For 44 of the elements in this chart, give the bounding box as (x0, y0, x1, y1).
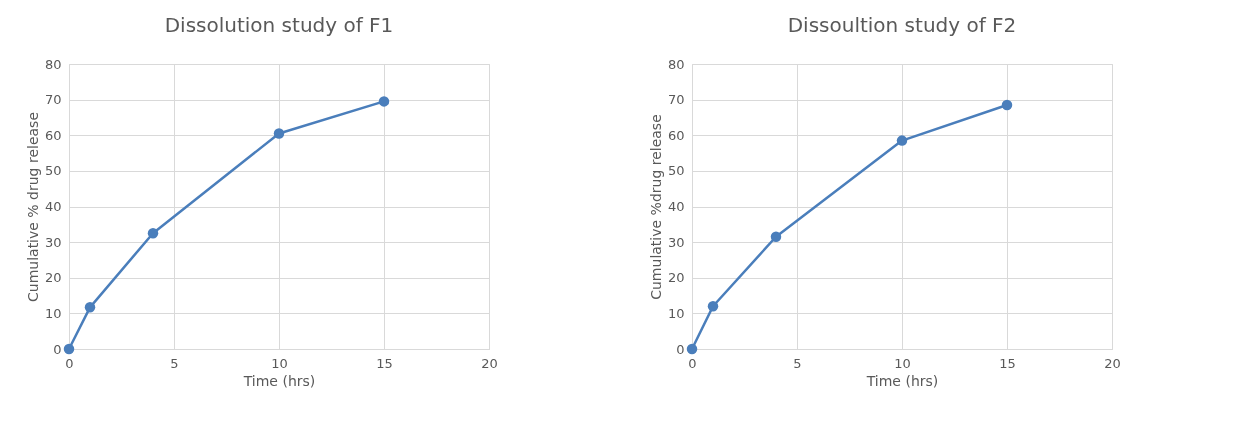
y-tick-label: 80 (44, 56, 62, 72)
point (707, 301, 719, 312)
point (273, 128, 285, 139)
y-tick-label: 0 (53, 341, 62, 357)
point (770, 231, 782, 243)
y-tick-label: 50 (44, 163, 62, 179)
chart-title: Dissoultion study of F2 (787, 13, 1017, 37)
y-tick-label: 0 (676, 341, 685, 357)
point (147, 227, 159, 239)
point (1001, 99, 1013, 111)
x-tick-label: 20 (1104, 355, 1121, 371)
chart-title: Dissolution study of F1 (164, 13, 394, 37)
x-tick-label: 10 (271, 355, 288, 371)
point (896, 135, 908, 146)
point (63, 343, 75, 355)
x-tick-label: 10 (894, 355, 911, 371)
y-tick-label: 10 (667, 305, 685, 321)
x-tick-label: 15 (999, 355, 1016, 371)
point (84, 302, 96, 313)
point (686, 343, 698, 355)
y-tick-label: 60 (667, 127, 685, 143)
y-axis-title: Cumulative % drug release (24, 111, 41, 303)
y-axis-title: Cumulative %drug release (647, 114, 664, 300)
y-tick-label: 20 (667, 270, 685, 286)
x-tick-label: 0 (688, 355, 697, 371)
y-tick-label: 10 (44, 305, 62, 321)
y-tick-label: 30 (667, 234, 685, 250)
x-tick-label: 5 (793, 355, 802, 371)
y-tick-label: 30 (44, 234, 62, 250)
y-tick-label: 80 (667, 56, 685, 72)
y-tick-label: 40 (44, 199, 62, 214)
y-tick-label: 70 (44, 92, 62, 108)
x-tick-label: 0 (65, 355, 74, 371)
y-tick-label: 20 (44, 270, 62, 286)
y-tick-label: 70 (667, 92, 685, 108)
x-tick-label: 15 (376, 355, 393, 371)
point (378, 96, 390, 107)
x-axis-title: Time (hrs) (242, 372, 316, 389)
x-tick-label: 5 (170, 355, 179, 371)
x-tick-label: 20 (481, 355, 498, 371)
y-tick-label: 60 (44, 127, 62, 143)
y-tick-label: 50 (667, 163, 685, 179)
y-tick-label: 40 (667, 199, 685, 214)
x-axis-title: Time (hrs) (865, 372, 939, 389)
